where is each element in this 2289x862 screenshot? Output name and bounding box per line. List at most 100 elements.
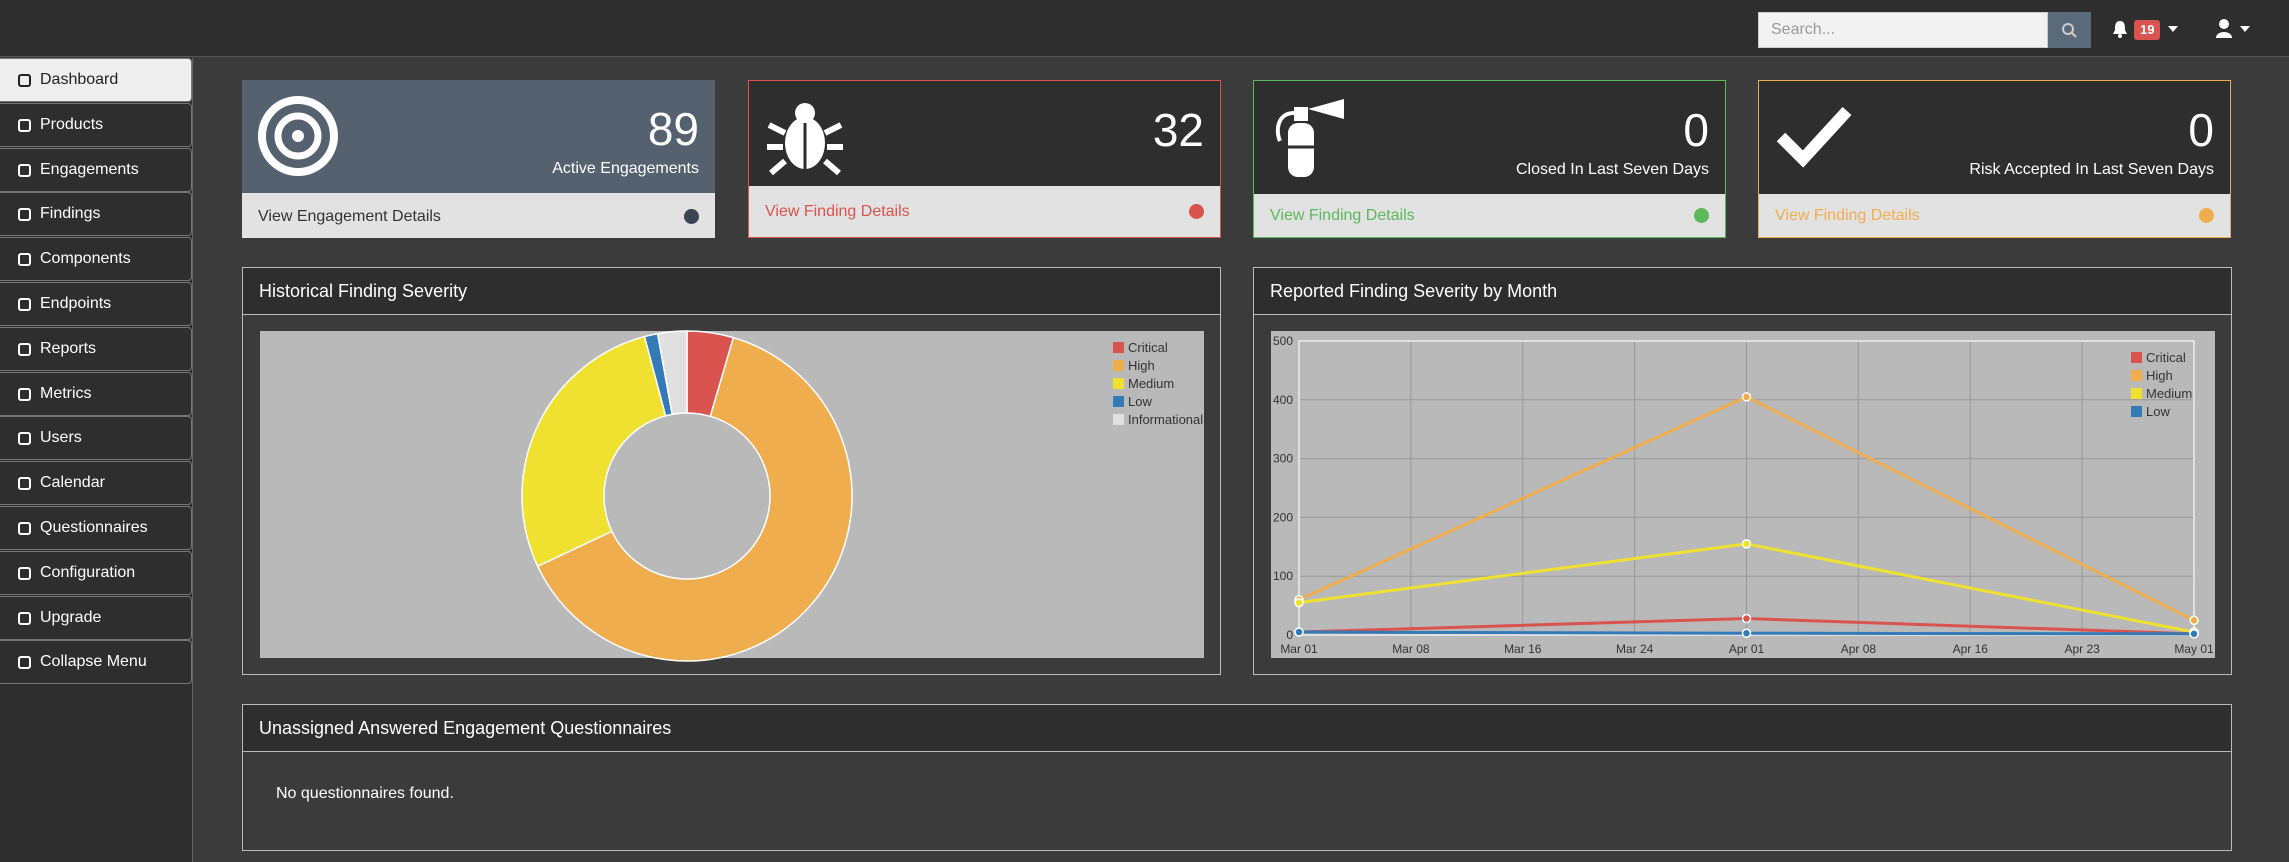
chart: Critical High Medium Low Informational [260,330,1204,662]
x-tick-label: Apr 01 [1729,642,1765,656]
x-tick-label: Apr 23 [2064,642,2100,656]
arrow-icon [2199,207,2214,223]
caret[interactable] [2166,24,2180,34]
arrow-icon [684,208,699,224]
nav-label: Findings [40,205,101,223]
nav-icon [18,208,31,222]
nav-item[interactable]: Findings [0,192,192,237]
nav-item[interactable]: Dashboard [0,58,192,102]
card-link[interactable]: View Engagement Details [242,195,715,238]
nav-item[interactable]: Products [0,102,192,147]
nav-icon [18,611,31,625]
legend-swatch [1113,360,1124,371]
arrow-icon [1694,207,1709,223]
legend-swatch [2131,388,2142,399]
legend-swatch [2131,406,2142,417]
x-tick-label: Mar 01 [1280,642,1318,656]
legend-label: High [2146,368,2173,383]
legend-swatch [1113,378,1124,389]
data-point [1294,627,1304,637]
user-menu[interactable] [2214,16,2254,42]
legend-swatch [2131,352,2142,363]
legend-swatch [1113,396,1124,407]
nav-item[interactable]: Upgrade [0,595,192,640]
search-button[interactable] [2048,12,2091,48]
nav-label: Endpoints [40,295,112,312]
card-label: Risk Accepted In Last Seven Days [1969,161,2214,178]
legend-label: Informational [1128,412,1203,427]
bell-icon[interactable] [2110,18,2130,40]
nav-item[interactable]: Configuration [0,550,192,595]
nav-item[interactable]: Engagements [0,147,192,192]
card-value: 32 [1152,104,1204,156]
nav-label: Components [40,250,131,268]
card-header: 89 Active Engagements [242,80,715,193]
nav-label: Reports [40,339,97,357]
nav-icon [18,74,31,87]
nav-icon [18,522,31,535]
panel: Unassigned Answered Engagement Questionn… [242,704,2232,851]
legend-label: Medium [1128,376,1174,391]
legend-swatch [1113,342,1124,353]
card-icon [1776,106,1852,168]
sidebar: Dashboard Products Engagements Findings Comp… [0,58,193,862]
data-point [2189,629,2199,639]
empty-message: No questionnaires found. [276,785,454,802]
nav-icon [18,253,31,267]
panel-title: Reported Finding Severity by Month [1254,268,2231,315]
y-tick-label: 400 [1273,393,1293,407]
card-header: 32 [749,81,1220,186]
search-icon [2062,23,2077,38]
nav-item[interactable]: Endpoints [0,282,192,326]
nav-icon [18,118,31,132]
nav-label: Configuration [40,563,136,581]
card-value: 89 [647,103,699,155]
pie-slice [521,335,667,568]
nav-item[interactable]: Users [0,416,192,461]
card-link[interactable]: View Finding Details [749,186,1220,237]
nav-item[interactable]: Components [0,237,192,282]
pie-slice [656,330,688,416]
nav-icon [18,477,31,491]
nav-item[interactable]: Calendar [0,461,192,506]
nav-icon [18,298,31,311]
nav-icon [18,387,31,401]
data-point [1741,539,1752,549]
nav-label: Dashboard [40,71,119,88]
data-point [1741,392,1752,402]
card-link[interactable]: View Finding Details [1254,194,1725,237]
legend-label: High [1128,358,1155,373]
card-link[interactable]: View Finding Details [1759,194,2230,237]
x-tick-label: Mar 24 [1616,642,1654,656]
nav-item[interactable]: Collapse Menu [0,640,192,685]
search-input[interactable]: Search... [1758,12,2048,48]
nav-label: Upgrade [40,608,102,626]
nav-item[interactable]: Reports [0,326,192,371]
chart: 0 100 200 300 400 500 Mar 01 Mar 08 Mar 16 Mar 24… [1271,331,2215,658]
data-point [1294,597,1304,608]
nav-label: Users [40,429,82,447]
card-value: 0 [2188,104,2214,156]
panel-title: Unassigned Answered Engagement Questionn… [243,705,2231,752]
nav-label: Collapse Menu [40,653,147,671]
summary-card: 32 View Finding Details [748,80,1221,238]
nav-icon [18,432,31,446]
notification-badge[interactable]: 19 [2134,20,2161,40]
legend-label: Low [2146,404,2170,419]
data-point [1741,628,1752,638]
nav-label: Engagements [40,160,139,178]
nav-icon [18,163,31,177]
card-icon [767,103,843,176]
pie-slice [536,336,853,662]
x-tick-label: Mar 08 [1392,642,1430,656]
nav-label: Metrics [40,384,92,402]
legend-swatch [1113,414,1124,425]
nav-item[interactable]: Metrics [0,371,192,416]
legend-label: Medium [2146,386,2192,401]
x-tick-label: Apr 16 [1953,642,1989,656]
card-icon [1275,99,1344,177]
nav-item[interactable]: Questionnaires [0,506,192,550]
card-value: 0 [1683,104,1709,156]
card-header: 0 Risk Accepted In Last Seven Days [1759,81,2230,194]
